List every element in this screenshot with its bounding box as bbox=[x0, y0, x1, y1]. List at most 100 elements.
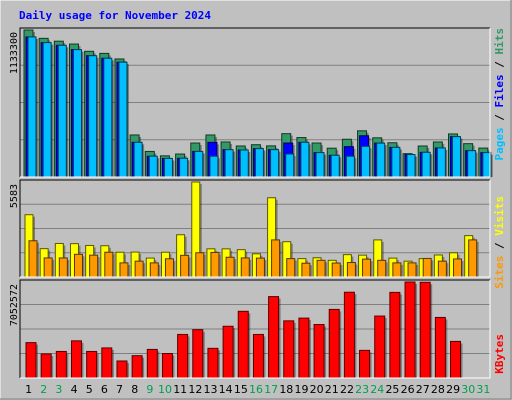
bar-sites-1 bbox=[28, 240, 38, 278]
panel-2-border-bottom bbox=[20, 180, 491, 278]
legend-sites: Sites bbox=[493, 256, 506, 289]
x-tick-label-5: 5 bbox=[86, 383, 93, 396]
bar-sites-9 bbox=[149, 262, 159, 278]
x-tick-label-17: 17 bbox=[264, 383, 278, 396]
x-tick-label-11: 11 bbox=[173, 383, 187, 396]
x-tick-label-8: 8 bbox=[131, 383, 138, 396]
x-tick-label-18: 18 bbox=[279, 383, 293, 396]
x-tick-label-22: 22 bbox=[340, 383, 354, 396]
chart-title: Daily usage for November 2024 bbox=[19, 9, 211, 22]
bar-pages-23 bbox=[361, 145, 371, 178]
x-tick-label-3: 3 bbox=[55, 383, 62, 396]
bar-pages-8 bbox=[133, 141, 143, 178]
bar-pages-28 bbox=[436, 147, 446, 178]
bar-sites-16 bbox=[255, 257, 265, 278]
panel-1-border-top bbox=[19, 27, 490, 177]
bar-sites-8 bbox=[134, 260, 144, 278]
bar-kbytes-7 bbox=[116, 360, 128, 379]
x-tick-label-15: 15 bbox=[234, 383, 248, 396]
bar-kbytes-6 bbox=[101, 347, 113, 379]
bar-pages-22 bbox=[345, 155, 355, 178]
bar-kbytes-29 bbox=[450, 340, 462, 379]
bar-pages-2 bbox=[42, 42, 52, 178]
ymax-label-3: 7052572 bbox=[9, 284, 20, 326]
bar-pages-11 bbox=[179, 157, 189, 178]
panel-1-border-bottom bbox=[20, 28, 491, 178]
bar-pages-29 bbox=[452, 136, 462, 178]
bar-pages-16 bbox=[254, 148, 264, 178]
x-tick-label-4: 4 bbox=[71, 383, 78, 396]
bar-pages-12 bbox=[194, 150, 204, 178]
legend-hits: Hits bbox=[493, 28, 506, 55]
x-tick-label-20: 20 bbox=[310, 383, 324, 396]
bar-sites-26 bbox=[407, 262, 417, 278]
bar-kbytes-15 bbox=[237, 310, 249, 379]
legend-separator: / bbox=[493, 55, 506, 75]
bar-pages-3 bbox=[57, 44, 67, 178]
legend-kbytes: KBytes bbox=[493, 334, 506, 374]
bar-pages-17 bbox=[270, 149, 280, 178]
bar-kbytes-20 bbox=[313, 324, 325, 379]
bar-kbytes-28 bbox=[434, 316, 446, 379]
x-tick-label-19: 19 bbox=[294, 383, 308, 396]
bar-kbytes-4 bbox=[70, 340, 82, 379]
bar-kbytes-5 bbox=[86, 350, 98, 379]
bar-kbytes-2 bbox=[40, 353, 52, 379]
bar-sites-11 bbox=[180, 254, 190, 278]
x-tick-label-29: 29 bbox=[446, 383, 460, 396]
bar-sites-13 bbox=[210, 251, 220, 278]
panel-3-border-bottom bbox=[20, 280, 491, 379]
x-tick-label-7: 7 bbox=[116, 383, 123, 396]
x-tick-label-30: 30 bbox=[461, 383, 475, 396]
bar-pages-24 bbox=[376, 142, 386, 178]
bar-sites-30 bbox=[468, 239, 478, 278]
bar-kbytes-16 bbox=[252, 333, 264, 379]
bar-sites-6 bbox=[104, 251, 114, 278]
x-tick-label-6: 6 bbox=[101, 383, 108, 396]
bar-sites-21 bbox=[331, 262, 341, 278]
bar-pages-26 bbox=[406, 154, 416, 178]
x-tick-label-2: 2 bbox=[40, 383, 47, 396]
bar-kbytes-22 bbox=[343, 291, 355, 379]
panel-2-border-top bbox=[19, 179, 490, 277]
x-tick-label-21: 21 bbox=[325, 383, 339, 396]
legend-group: KBytes bbox=[493, 334, 506, 374]
bar-sites-29 bbox=[453, 258, 463, 278]
bar-kbytes-1 bbox=[25, 342, 37, 379]
x-tick-label-23: 23 bbox=[355, 383, 369, 396]
x-tick-label-25: 25 bbox=[385, 383, 399, 396]
bar-sites-14 bbox=[225, 256, 235, 278]
legend-separator: / bbox=[493, 236, 506, 256]
bar-sites-20 bbox=[316, 259, 326, 278]
bar-kbytes-26 bbox=[404, 281, 416, 379]
x-tick-label-1: 1 bbox=[25, 383, 32, 396]
bar-sites-18 bbox=[286, 258, 296, 278]
bar-kbytes-27 bbox=[419, 281, 431, 379]
bar-sites-19 bbox=[301, 262, 311, 278]
x-tick-label-27: 27 bbox=[416, 383, 430, 396]
bar-pages-20 bbox=[315, 152, 325, 178]
bar-kbytes-21 bbox=[328, 308, 340, 379]
legend-group: Pages / Files / Hits bbox=[493, 28, 506, 161]
x-tick-label-16: 16 bbox=[249, 383, 263, 396]
legend-separator: / bbox=[493, 108, 506, 128]
legend-files: Files bbox=[493, 74, 506, 107]
bar-sites-4 bbox=[73, 253, 83, 278]
bar-kbytes-25 bbox=[389, 291, 401, 379]
legend-pages: Pages bbox=[493, 127, 506, 160]
bar-pages-15 bbox=[239, 149, 249, 178]
bar-pages-21 bbox=[330, 154, 340, 178]
bar-sites-7 bbox=[119, 262, 129, 278]
x-tick-label-14: 14 bbox=[219, 383, 233, 396]
bar-sites-3 bbox=[58, 257, 68, 278]
bar-sites-24 bbox=[377, 259, 387, 278]
bar-sites-12 bbox=[195, 252, 205, 278]
bar-sites-23 bbox=[362, 258, 372, 278]
x-tick-label-26: 26 bbox=[401, 383, 415, 396]
bar-pages-13 bbox=[209, 155, 219, 178]
bar-pages-27 bbox=[421, 151, 431, 178]
bar-sites-27 bbox=[422, 257, 432, 278]
bar-kbytes-17 bbox=[268, 296, 280, 379]
